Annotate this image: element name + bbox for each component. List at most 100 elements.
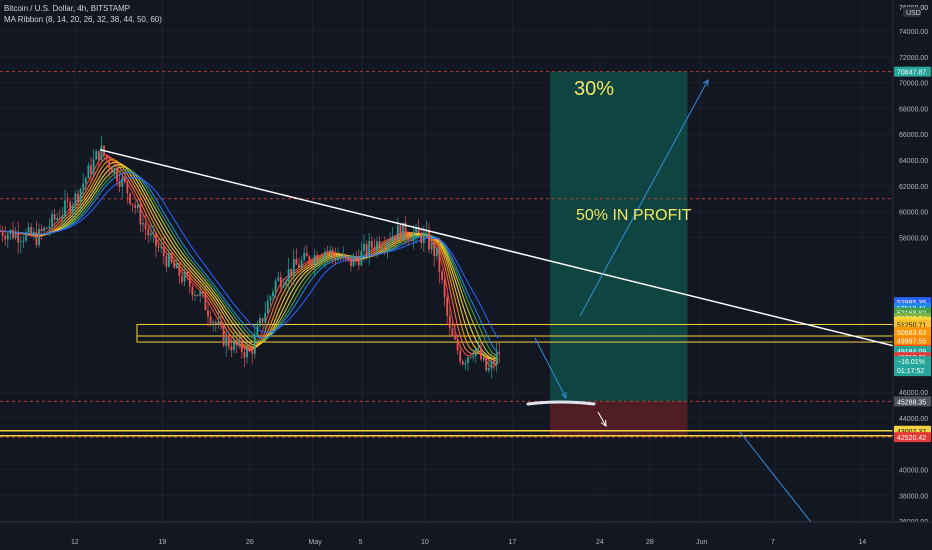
candle-body bbox=[227, 337, 230, 347]
candle-body bbox=[454, 335, 456, 340]
time-tick-label: 5 bbox=[359, 539, 363, 546]
candle-body bbox=[326, 251, 329, 253]
time-tick-label: 14 bbox=[859, 539, 867, 546]
profit-zone[interactable] bbox=[550, 71, 688, 402]
candle-body bbox=[373, 247, 376, 251]
candle-body bbox=[246, 347, 248, 358]
candle-body bbox=[157, 246, 160, 248]
candle-body bbox=[482, 357, 485, 360]
price-badge bbox=[894, 396, 931, 407]
arrow-small[interactable] bbox=[597, 411, 607, 427]
candle-body bbox=[118, 181, 121, 187]
time-axis: 12 19 26 May 5 10 17 24 28 Jun 7 14 bbox=[0, 521, 932, 550]
candle-body bbox=[435, 247, 438, 257]
candle-body bbox=[4, 236, 7, 240]
candle-body bbox=[230, 346, 233, 351]
price-tick-label: 74000.00 bbox=[899, 29, 928, 36]
candle-body bbox=[217, 321, 220, 325]
candle-body bbox=[136, 204, 139, 208]
ma-ribbon-line bbox=[0, 177, 499, 339]
price-tick-label: 62000.00 bbox=[899, 184, 928, 191]
candle-body bbox=[168, 253, 170, 267]
price-tick-label: 58000.00 bbox=[899, 235, 928, 242]
currency-badge[interactable] bbox=[903, 7, 921, 17]
candle-body bbox=[422, 232, 425, 244]
candle-body bbox=[344, 254, 347, 257]
candle-body bbox=[51, 214, 53, 227]
time-tick-label: 10 bbox=[421, 539, 429, 546]
candle-body bbox=[0, 230, 1, 232]
candle-body bbox=[433, 242, 436, 257]
arrow-small-head bbox=[600, 419, 607, 427]
last-price-extra: −16.01% bbox=[897, 359, 925, 366]
ma-ribbon-line bbox=[0, 166, 499, 359]
price-tick-label: 44000.00 bbox=[899, 416, 928, 423]
price-axis: 74000.00 72000.00 70000.00 68000.00 66000.00… bbox=[892, 0, 932, 550]
candle-body bbox=[222, 325, 225, 346]
candle-body bbox=[259, 318, 261, 326]
candle-body bbox=[56, 217, 59, 220]
candle-body bbox=[149, 233, 152, 236]
candle-body bbox=[64, 200, 66, 216]
candle-body bbox=[316, 255, 319, 262]
candle-body bbox=[66, 200, 69, 202]
candle-body bbox=[487, 368, 490, 371]
candle-body bbox=[243, 352, 246, 358]
candle-body bbox=[350, 257, 352, 267]
entry-scribble bbox=[526, 400, 596, 406]
candle-body bbox=[277, 277, 280, 281]
candle-body bbox=[441, 271, 443, 280]
candle-body bbox=[35, 231, 38, 245]
candle-body bbox=[256, 325, 259, 336]
candle-body bbox=[108, 159, 111, 168]
candle-body bbox=[194, 294, 196, 296]
candle-body bbox=[188, 276, 191, 287]
candle-body bbox=[209, 316, 212, 324]
candle-body bbox=[165, 256, 168, 267]
candle-body bbox=[415, 226, 417, 234]
candle-body bbox=[370, 241, 373, 248]
candle-body bbox=[181, 276, 183, 282]
candle-body bbox=[285, 281, 287, 286]
candle-body bbox=[480, 347, 482, 360]
candle-body bbox=[204, 293, 207, 311]
candle-body bbox=[490, 360, 493, 369]
candle-body bbox=[121, 177, 124, 187]
candle-body bbox=[155, 232, 157, 247]
arrow-down-to-entry[interactable] bbox=[534, 337, 567, 399]
candle-body bbox=[459, 350, 462, 362]
candle-body bbox=[472, 356, 475, 358]
candle-body bbox=[383, 247, 386, 249]
price-badge-label: 51250.71 bbox=[897, 322, 926, 329]
candle-body bbox=[305, 252, 308, 257]
candle-body bbox=[389, 240, 391, 243]
price-axis-bg bbox=[893, 0, 932, 550]
candle-body bbox=[298, 264, 300, 268]
candle-body bbox=[74, 193, 77, 207]
candle-body bbox=[360, 250, 363, 266]
arrow-down-right[interactable] bbox=[739, 431, 823, 537]
candle-body bbox=[17, 232, 20, 243]
candle-body bbox=[464, 362, 467, 365]
candle-body bbox=[12, 229, 14, 238]
candle-body bbox=[6, 233, 9, 240]
candle-body bbox=[1, 231, 4, 237]
resistance-trendline[interactable] bbox=[99, 148, 894, 347]
arrow-up-to-target[interactable] bbox=[579, 79, 709, 317]
candle-body bbox=[274, 280, 277, 292]
candle-body bbox=[425, 231, 428, 233]
candle-body bbox=[446, 297, 449, 316]
price-tick-label: 40000.00 bbox=[899, 468, 928, 475]
price-tick-label: 46000.00 bbox=[899, 390, 928, 397]
price-badge-label: 50663.63 bbox=[897, 330, 926, 337]
candle-body bbox=[292, 259, 295, 277]
time-tick-label: May bbox=[309, 539, 323, 546]
candle-body bbox=[92, 159, 95, 174]
candle-body bbox=[19, 241, 22, 243]
candle-body bbox=[428, 231, 430, 250]
candle-body bbox=[43, 227, 46, 232]
candle-body bbox=[308, 256, 311, 263]
candle-body bbox=[235, 340, 238, 346]
